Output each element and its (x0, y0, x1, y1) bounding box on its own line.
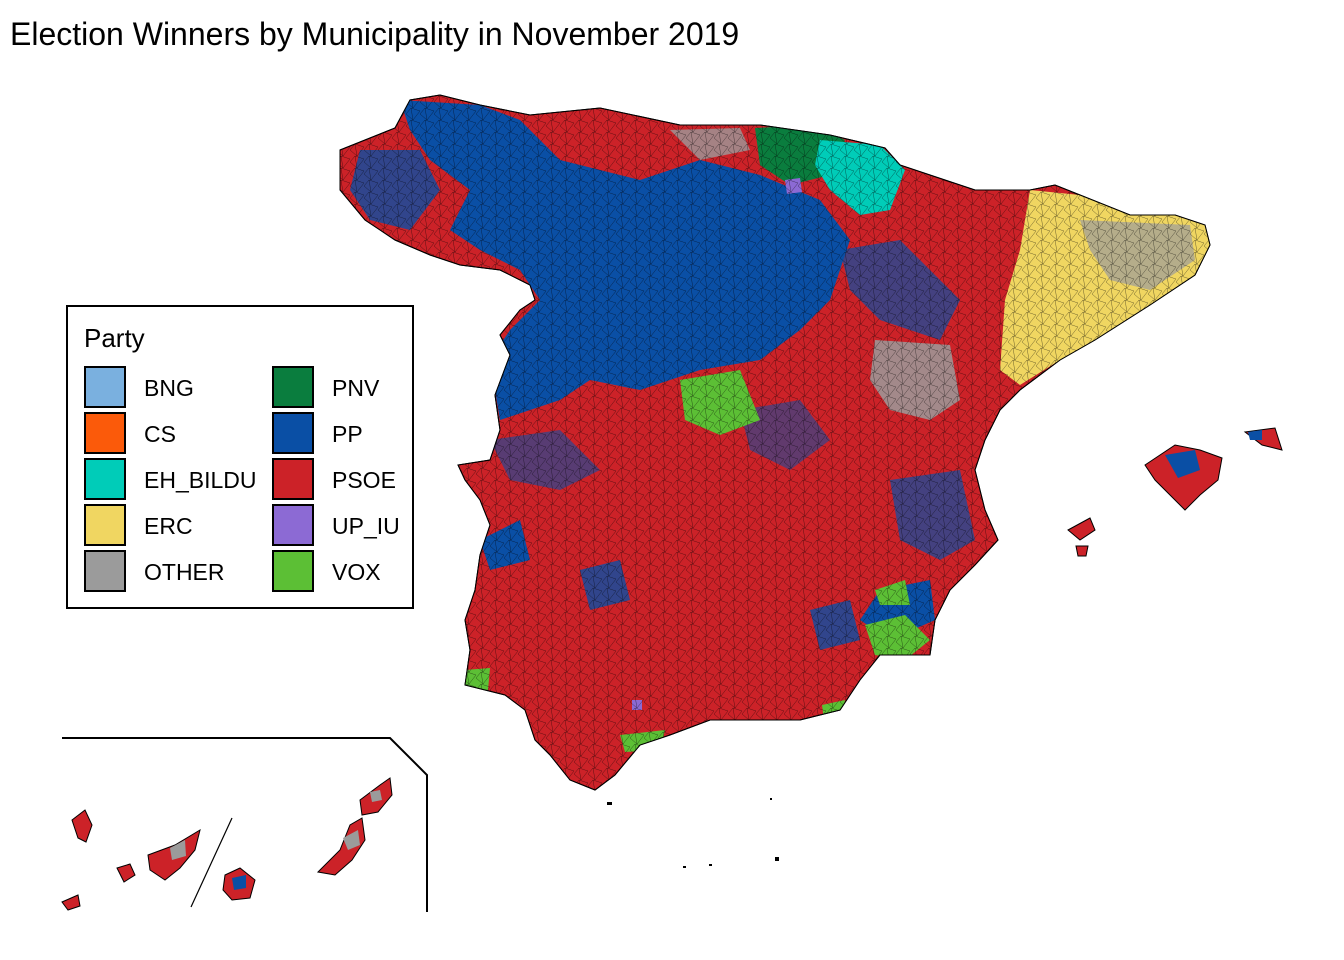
legend-label-pp: PP (332, 421, 363, 447)
legend-key-bng (84, 366, 126, 408)
legend: Party BNG CS EH_BILDU ERC OTHER PNV PP P… (66, 305, 414, 609)
legend-label-eh-bildu: EH_BILDU (144, 467, 257, 493)
mainland-spain (339, 94, 1211, 791)
map-title: Election Winners by Municipality in Nove… (10, 16, 740, 52)
legend-key-other (84, 550, 126, 592)
legend-key-pnv (272, 366, 314, 408)
legend-label-vox: VOX (332, 559, 381, 585)
legend-label-erc: ERC (144, 513, 193, 539)
legend-key-up-iu (272, 504, 314, 546)
legend-label-cs: CS (144, 421, 176, 447)
legend-label-bng: BNG (144, 375, 194, 401)
canary-islands-inset (61, 737, 428, 912)
legend-label-psoe: PSOE (332, 467, 396, 493)
legend-key-pp (272, 412, 314, 454)
legend-label-pnv: PNV (332, 375, 380, 401)
ceuta-melilla (607, 798, 779, 868)
legend-label-other: OTHER (144, 559, 225, 585)
legend-key-vox (272, 550, 314, 592)
legend-key-psoe (272, 458, 314, 500)
legend-label-up-iu: UP_IU (332, 513, 400, 539)
legend-title: Party (84, 323, 145, 353)
legend-key-erc (84, 504, 126, 546)
legend-key-eh-bildu (84, 458, 126, 500)
balearic-islands (1067, 427, 1283, 557)
legend-key-cs (84, 412, 126, 454)
